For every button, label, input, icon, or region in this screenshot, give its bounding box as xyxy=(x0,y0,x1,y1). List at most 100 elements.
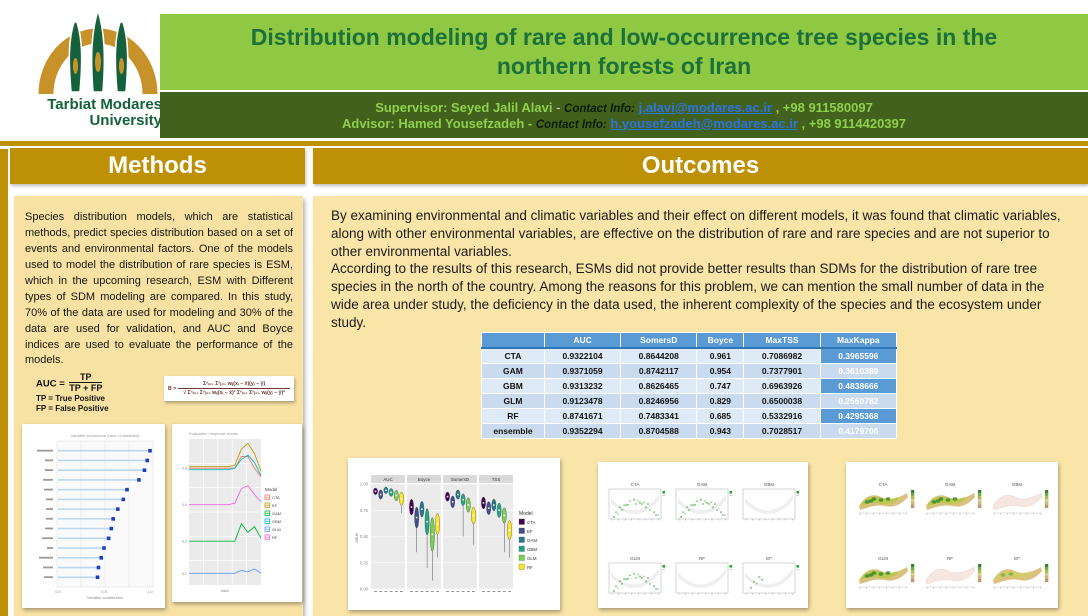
svg-text:GBM: GBM xyxy=(764,482,775,487)
advisor-line: Advisor: Hamed Yousefzadeh - Contact Inf… xyxy=(342,116,906,131)
supervisor-email-link[interactable]: j.alavi@modares.ac.ir xyxy=(638,99,772,115)
cell-boyce: 0.685 xyxy=(696,408,745,424)
svg-text:GBM: GBM xyxy=(1012,482,1023,487)
col-header-maxtss: MaxTSS xyxy=(743,332,821,349)
advisor-email-link[interactable]: h.yousefzadeh@modares.ac.ir xyxy=(610,115,798,131)
outcomes-section-header: Outcomes xyxy=(313,148,1088,184)
header-divider-rule xyxy=(0,141,1088,146)
logo-tree-center xyxy=(90,7,106,93)
svg-text:SomersD: SomersD xyxy=(451,477,469,482)
svg-text:0.00: 0.00 xyxy=(360,587,369,592)
outcomes-heading: Outcomes xyxy=(641,152,760,179)
advisor-name: Advisor: Hamed Yousefzadeh - xyxy=(341,115,533,131)
outcomes-body-text: By examining environmental and climatic … xyxy=(331,207,1072,332)
svg-text:0.5: 0.5 xyxy=(101,589,107,594)
svg-text:Boyce: Boyce xyxy=(418,477,431,482)
svg-text:CTA: CTA xyxy=(527,520,536,525)
svg-text:CTA: CTA xyxy=(272,495,280,500)
cell-somersd: 0.8704588 xyxy=(620,423,698,439)
svg-text:1.0: 1.0 xyxy=(147,589,153,594)
cell-auc: 0.9123478 xyxy=(543,393,622,409)
map-grid-svg: CTA GAM GBM GLM RF EF xyxy=(859,482,1049,589)
table-row-RF: RF 0.8741671 0.7483341 0.685 0.5332916 0.4295… xyxy=(481,408,898,424)
logo-drop-right xyxy=(118,58,125,74)
svg-text:GLM: GLM xyxy=(527,556,537,561)
auc-formula-numerator: TP xyxy=(69,372,103,383)
university-name-line2: University xyxy=(89,111,162,129)
svg-text:0.75: 0.75 xyxy=(360,508,369,513)
svg-text:RF: RF xyxy=(947,556,953,561)
cell-auc: 0.9371059 xyxy=(543,363,622,379)
logo-drop-left xyxy=(72,58,79,74)
cell-model: RF xyxy=(481,408,545,424)
cell-somersd: 0.8626465 xyxy=(620,378,698,394)
cell-maxtss: 0.7377901 xyxy=(743,363,821,379)
svg-text:0.25: 0.25 xyxy=(360,560,369,565)
methods-panel: Species distribution models, which are s… xyxy=(14,196,303,616)
svg-text:GAM: GAM xyxy=(272,511,281,516)
col-header-somersd: SomersD xyxy=(620,332,698,349)
svg-text:GAM: GAM xyxy=(697,482,708,487)
cell-auc: 0.9352294 xyxy=(543,423,622,439)
svg-text:GAM: GAM xyxy=(945,482,956,487)
logo-tree-right xyxy=(114,21,129,93)
svg-text:Variable contribution: Variable contribution xyxy=(87,595,123,600)
cell-maxtss: 0.7086982 xyxy=(743,347,821,364)
auc-formula: AUC = TP TP + FP TP = True Positive FP =… xyxy=(36,372,156,413)
auc-formula-lhs: AUC = xyxy=(36,378,65,390)
col-header-model xyxy=(481,332,545,349)
outcomes-paragraph-2: According to the results of this researc… xyxy=(331,261,1045,330)
svg-text:EF: EF xyxy=(1014,556,1020,561)
cell-boyce: 0.829 xyxy=(696,393,745,409)
model-curves-svg: Evaluation / response curves 0.1 0.3 0.6 0.8… xyxy=(182,432,281,593)
logo-drop-center xyxy=(95,52,101,72)
svg-text:0.8: 0.8 xyxy=(182,467,187,471)
advisor-contact-label: Contact Info: xyxy=(535,118,607,131)
supervisor-line: Supervisor: Seyed Jalil Alavi - Contact … xyxy=(375,100,873,115)
model-curves-chart: Evaluation / response curves 0.1 0.3 0.6 0.8… xyxy=(172,424,302,602)
fp-legend: FP = False Positive xyxy=(36,404,109,413)
svg-text:EF: EF xyxy=(766,556,772,561)
violin-metrics-svg: 1.00 0.75 0.50 0.25 0.00 value AUC Boyce SomersD… xyxy=(354,475,537,592)
cell-maxkappa: 0.2560782 xyxy=(819,393,898,409)
university-name: Tarbiat Modares University xyxy=(28,97,168,129)
boyce-formula-numerator: Σⁿᵢ₌₁ Σⁿⱼ₌₁ wᵢⱼ(xᵢ − x̄)(yⱼ − ȳ) xyxy=(178,381,290,389)
methods-heading: Methods xyxy=(108,152,207,179)
metrics-table: AUC SomersD Boyce MaxTSS MaxKappa CTA 0.932210… xyxy=(481,332,898,439)
poster-title: Distribution modeling of rare and low-oc… xyxy=(250,24,998,79)
auc-formula-denominator: TP + FP xyxy=(69,383,103,393)
svg-text:AUC: AUC xyxy=(383,477,392,482)
cell-somersd: 0.8644208 xyxy=(620,347,698,364)
svg-text:Variable importance (rank of: Variable importance (rank of variables) xyxy=(71,433,140,438)
cell-model: GLM xyxy=(481,393,545,409)
outcomes-panel: By examining environmental and climatic … xyxy=(313,196,1088,616)
auc-formula-fraction: TP TP + FP xyxy=(69,372,103,393)
cell-model: GAM xyxy=(481,363,545,379)
boyce-formula-lhs: B = xyxy=(168,385,177,392)
svg-text:0.50: 0.50 xyxy=(360,534,369,539)
svg-text:CTA: CTA xyxy=(631,482,641,487)
methods-section-header: Methods xyxy=(10,148,305,184)
svg-text:Model: Model xyxy=(265,487,277,492)
svg-text:0.1: 0.1 xyxy=(182,572,187,576)
svg-text:GLM: GLM xyxy=(272,527,281,532)
cell-auc: 0.9313232 xyxy=(543,378,622,394)
svg-text:RF: RF xyxy=(527,565,533,570)
svg-text:CTA: CTA xyxy=(879,482,889,487)
cell-auc: 0.8741671 xyxy=(543,408,622,424)
cell-somersd: 0.7483341 xyxy=(620,408,698,424)
table-row-GLM: GLM 0.9123478 0.8246956 0.829 0.6500038 0.256… xyxy=(481,393,898,409)
cell-maxtss: 0.6500038 xyxy=(743,393,821,409)
col-header-auc: AUC xyxy=(543,332,622,349)
table-row-ensemble: ensemble 0.9352294 0.8704588 0.943 0.7028517… xyxy=(481,423,898,439)
model-metrics-table: AUC SomersD Boyce MaxTSS MaxKappa CTA 0.932210… xyxy=(481,332,898,439)
violin-metrics-chart: 1.00 0.75 0.50 0.25 0.00 value AUC Boyce SomersD… xyxy=(348,458,560,610)
credit-band: Supervisor: Seyed Jalil Alavi - Contact … xyxy=(160,92,1088,138)
tp-legend: TP = True Positive xyxy=(36,394,105,403)
cell-maxtss: 0.6963926 xyxy=(743,378,821,394)
table-row-GAM: GAM 0.9371059 0.8742117 0.954 0.7377901 0.361… xyxy=(481,363,898,379)
methods-body-text: Species distribution models, which are s… xyxy=(25,211,293,367)
prediction-maps-grid-chart: CTA GAM GBM GLM RF EF xyxy=(846,462,1058,608)
cell-boyce: 0.943 xyxy=(696,423,745,439)
svg-text:0.0: 0.0 xyxy=(55,589,61,594)
